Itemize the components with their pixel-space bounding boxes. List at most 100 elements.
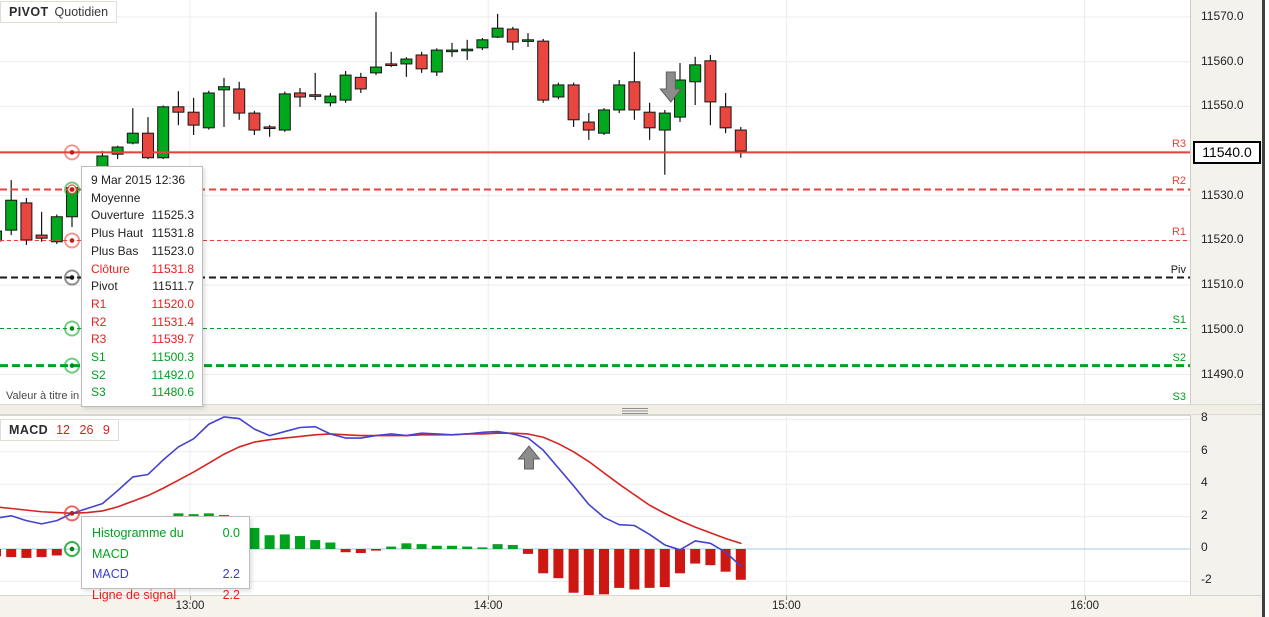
- candle[interactable]: [552, 84, 565, 98]
- splitter-grip-icon[interactable]: [622, 408, 648, 415]
- candle[interactable]: [537, 40, 550, 101]
- macd-axis-label: 6: [1201, 442, 1208, 457]
- price-tooltip: 9 Mar 2015 12:36 Moyenne Ouverture 11525.3 P…: [81, 166, 203, 407]
- tooltip-row: R1 11520.0: [91, 296, 194, 311]
- price-axis-label: 11530.0: [1201, 187, 1244, 202]
- tooltip-row: Histogramme du MACD 0.0: [92, 526, 240, 561]
- candle[interactable]: [370, 66, 382, 74]
- pivot-line-label: S1: [1172, 314, 1186, 327]
- tooltip-row: Pivot 11511.7: [91, 279, 194, 294]
- candle[interactable]: [324, 95, 337, 104]
- candle[interactable]: [430, 49, 443, 73]
- time-axis-label: 13:00: [175, 600, 205, 612]
- candle[interactable]: [674, 79, 686, 118]
- candle[interactable]: [111, 146, 124, 155]
- candle[interactable]: [142, 132, 154, 159]
- candle[interactable]: [126, 132, 139, 144]
- candle[interactable]: [643, 111, 656, 129]
- pivot-line-label: Piv: [1170, 263, 1186, 276]
- candle[interactable]: [415, 54, 428, 70]
- candle[interactable]: [278, 93, 291, 131]
- candle[interactable]: [248, 112, 261, 131]
- price-axis-label: 11520.0: [1201, 232, 1244, 247]
- pivot-indicator-title: PIVOT: [9, 5, 49, 19]
- candle[interactable]: [385, 63, 398, 67]
- candle[interactable]: [172, 106, 185, 113]
- tooltip-row: Clôture 11531.8: [91, 261, 194, 276]
- candle[interactable]: [233, 88, 246, 114]
- current-price-box: 11540.0: [1193, 141, 1261, 164]
- candle[interactable]: [50, 216, 63, 243]
- macd-indicator-chip[interactable]: MACD 12 26 9: [0, 419, 119, 441]
- candle[interactable]: [689, 64, 702, 83]
- macd-indicator-title: MACD: [9, 423, 49, 437]
- macd-axis[interactable]: 8 6 4 2 0 -2: [1190, 410, 1263, 595]
- tooltip-row: R3 11539.7: [91, 332, 194, 347]
- disclaimer-text: Valeur à titre in: [6, 390, 80, 402]
- candle[interactable]: [658, 112, 671, 131]
- candle[interactable]: [400, 58, 413, 65]
- tooltip-row: Moyenne: [91, 190, 141, 205]
- macd-axis-label: 0: [1201, 540, 1208, 554]
- candle[interactable]: [491, 27, 504, 38]
- candle[interactable]: [5, 199, 18, 231]
- macd-axis-label: 8: [1201, 410, 1208, 425]
- tooltip-row: MACD 2.2: [92, 567, 240, 581]
- macd-axis-label: 2: [1201, 507, 1208, 522]
- tooltip-row: S2 11492.0: [91, 367, 194, 382]
- candle[interactable]: [704, 60, 717, 103]
- candle[interactable]: [613, 84, 626, 111]
- time-axis-label: 15:00: [772, 600, 801, 612]
- candle[interactable]: [506, 28, 519, 43]
- candle[interactable]: [598, 109, 610, 134]
- candle[interactable]: [35, 234, 48, 239]
- candle[interactable]: [476, 39, 489, 49]
- candle[interactable]: [20, 202, 33, 241]
- macd-tooltip: Histogramme du MACD 0.0 MACD 2.2 Ligne de si…: [81, 516, 250, 602]
- macd-axis-label: -2: [1201, 572, 1212, 587]
- price-axis[interactable]: 11570.0 11560.0 11550.0 11530.0 11520.0 11510…: [1190, 0, 1263, 404]
- pivot-line-label: S3: [1172, 391, 1186, 403]
- candle[interactable]: [522, 39, 534, 42]
- tooltip-row: R2 11531.4: [91, 314, 194, 329]
- candle[interactable]: [582, 121, 595, 131]
- candle[interactable]: [719, 106, 732, 129]
- candle[interactable]: [309, 94, 322, 97]
- macd-indicator-params: 12 26 9: [56, 423, 110, 437]
- tooltip-row: 9 Mar 2015 12:36: [91, 173, 186, 187]
- candle[interactable]: [157, 106, 170, 159]
- panel-splitter[interactable]: [0, 404, 1262, 415]
- price-axis-label: 11500.0: [1201, 321, 1244, 336]
- down-arrow-annotation[interactable]: [659, 71, 683, 103]
- pivot-indicator-chip[interactable]: PIVOT Quotidien: [0, 1, 118, 23]
- time-tick: [190, 596, 191, 600]
- price-axis-label: 11490.0: [1201, 366, 1244, 381]
- price-axis-label: 11510.0: [1201, 277, 1244, 292]
- pivot-line-label: R2: [1171, 175, 1186, 188]
- time-axis-label: 14:00: [473, 600, 503, 612]
- candle[interactable]: [446, 49, 458, 53]
- candle[interactable]: [0, 230, 2, 242]
- candle[interactable]: [354, 76, 367, 90]
- price-chart[interactable]: [0, 0, 1190, 404]
- price-axis-label: 11560.0: [1201, 53, 1244, 68]
- candle[interactable]: [628, 81, 641, 111]
- candle[interactable]: [734, 129, 747, 152]
- time-axis-label: 16:00: [1070, 600, 1099, 612]
- candle[interactable]: [263, 126, 276, 130]
- price-axis-label: 11570.0: [1201, 9, 1244, 23]
- time-axis[interactable]: 13:00 14:00 15:00 16:00: [0, 595, 1262, 617]
- candle[interactable]: [567, 84, 580, 121]
- candle[interactable]: [218, 86, 230, 91]
- tooltip-row: Plus Bas 11523.0: [91, 243, 194, 258]
- tooltip-row: Ouverture 11525.3: [91, 208, 194, 223]
- candle[interactable]: [461, 48, 474, 52]
- price-axis-label: 11550.0: [1201, 98, 1244, 113]
- candle[interactable]: [187, 111, 200, 126]
- candle[interactable]: [339, 74, 352, 101]
- time-tick: [488, 596, 490, 600]
- up-arrow-annotation[interactable]: [517, 445, 541, 470]
- candle[interactable]: [202, 92, 215, 129]
- candle[interactable]: [294, 92, 306, 98]
